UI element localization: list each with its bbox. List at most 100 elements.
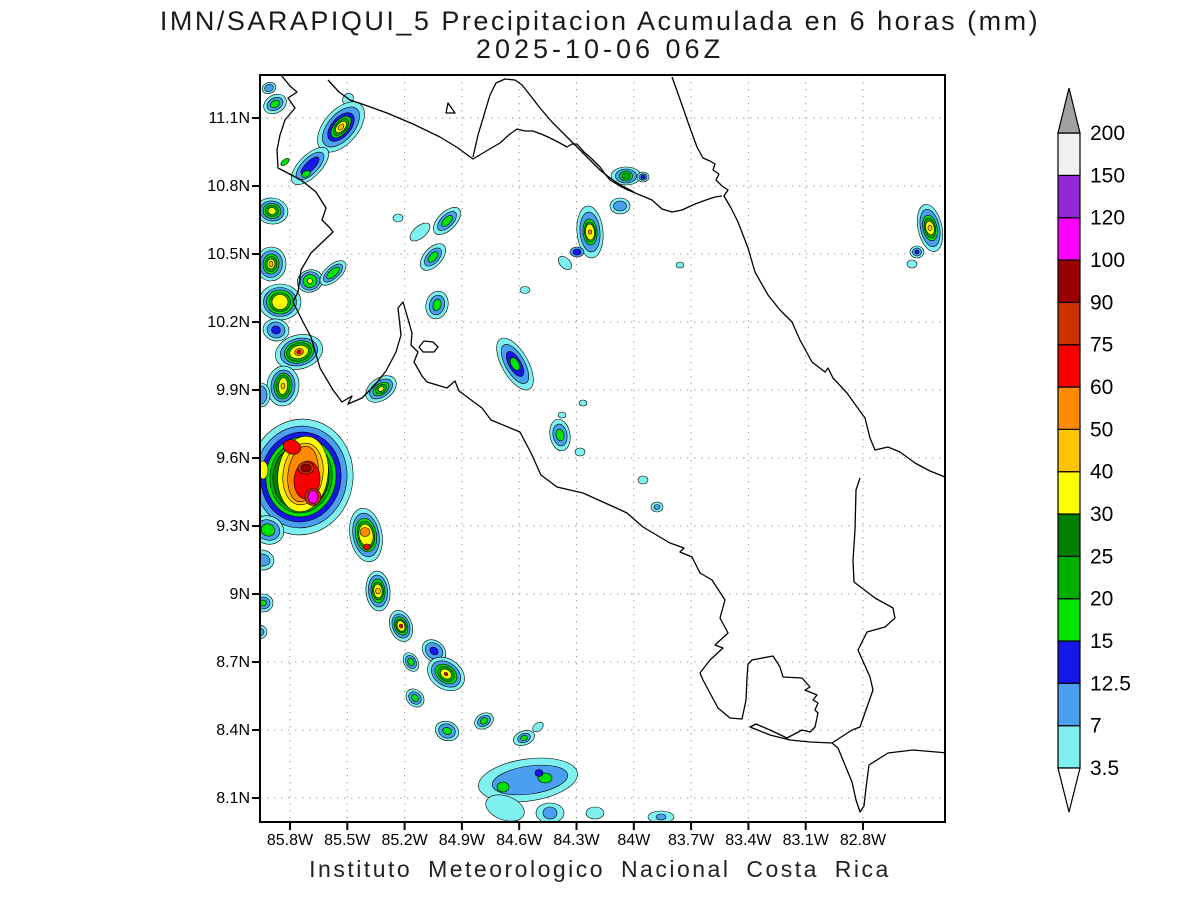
precip-contour — [407, 657, 415, 667]
precip-cell — [492, 764, 568, 796]
precip-cell — [359, 527, 371, 537]
colorbar: 3.5 7 12.5 15 20 25 30 40 50 60 75 90 100 120 150 200 — [1057, 87, 1131, 813]
precip-contour — [301, 170, 311, 178]
precip-contour — [479, 717, 489, 725]
colorbar-segment — [1057, 428, 1081, 473]
precip-contour — [653, 504, 661, 510]
precip-cell — [585, 806, 605, 820]
precip-cell — [405, 688, 425, 708]
precip-contour — [640, 174, 646, 180]
precip-cell — [636, 171, 650, 183]
precip-contour — [337, 123, 345, 131]
precip-contour — [300, 156, 320, 176]
precip-contour — [409, 222, 431, 242]
precip-contour — [377, 386, 385, 392]
precip-contour — [260, 460, 269, 480]
precip-contour — [532, 721, 544, 733]
precip-contour — [411, 694, 419, 702]
x-tick-label: 85.8W — [267, 832, 314, 849]
precip-cell — [301, 170, 311, 178]
precip-cell — [296, 269, 324, 293]
precip-cell — [409, 222, 431, 242]
precip-contour — [492, 764, 568, 796]
x-tick-label: 83.4W — [725, 832, 772, 849]
y-tick-label: 8.7N — [216, 654, 250, 671]
precip-cell — [304, 488, 322, 506]
precip-cell — [421, 639, 447, 663]
precip-cell — [485, 794, 525, 822]
precip-cell — [647, 810, 675, 822]
precip-cell — [513, 730, 535, 746]
precip-contour — [574, 447, 586, 457]
precip-cell — [402, 652, 420, 672]
y-tick-label: 9N — [230, 586, 250, 603]
precip-contour — [914, 249, 920, 255]
colorbar-segment — [1057, 344, 1081, 388]
precip-contour — [267, 207, 277, 215]
precip-contour — [496, 781, 510, 793]
precip-cell — [675, 261, 685, 269]
precip-cell — [576, 205, 604, 259]
precip-contour — [300, 463, 312, 473]
precip-contour — [260, 599, 267, 607]
x-tick-label: 84.6W — [496, 832, 543, 849]
coastlines — [276, 75, 945, 813]
graticule — [260, 75, 945, 822]
colorbar-arrow-bottom — [1057, 767, 1081, 813]
precip-cell — [260, 460, 269, 480]
precip-contour — [271, 325, 281, 335]
colorbar-segment — [1057, 640, 1081, 684]
precip-contour — [280, 157, 290, 167]
precip-contour — [621, 172, 631, 180]
precip-cell — [260, 549, 275, 571]
precip-contour — [271, 294, 289, 310]
precip-cell — [569, 246, 585, 258]
precip-cell — [534, 769, 544, 777]
precip-contour — [363, 543, 371, 551]
precip-contour — [307, 278, 313, 284]
precip-cell — [906, 259, 918, 269]
precip-cell — [650, 501, 664, 513]
colorbar-label: 150 — [1090, 164, 1125, 187]
precip-cell — [365, 375, 397, 403]
precip-contour — [587, 229, 593, 235]
precip-cell — [260, 197, 289, 225]
x-tick-label: 83.7W — [668, 832, 715, 849]
precip-cell — [261, 82, 277, 94]
y-tick-label: 9.9N — [216, 382, 250, 399]
precip-cell — [549, 418, 571, 452]
precip-cell — [916, 204, 944, 252]
x-tick-label: 82.8W — [840, 832, 887, 849]
precip-contour — [509, 357, 521, 371]
precip-contour — [519, 286, 531, 294]
colorbar-label: 12.5 — [1090, 672, 1131, 695]
colorbar-segment — [1057, 174, 1081, 219]
precip-cell — [297, 461, 315, 475]
colorbar-segment — [1057, 555, 1081, 600]
precip-cell — [427, 656, 465, 692]
colorbar-label: 75 — [1090, 334, 1113, 357]
coastline-caribbean-coast — [671, 76, 945, 478]
precip-contour — [485, 794, 525, 822]
colorbar-label: 25 — [1090, 545, 1113, 568]
precip-cell — [262, 318, 290, 342]
x-tick-label: 84.9W — [439, 832, 486, 849]
coastline-lake-nicaragua-shore — [472, 78, 635, 193]
plot-frame — [259, 74, 946, 823]
precip-contour — [296, 349, 302, 355]
colorbar-label: 100 — [1090, 249, 1125, 272]
coastline-island-north — [445, 102, 456, 114]
colorbar-segment — [1057, 386, 1081, 430]
x-tick-label: 85.5W — [324, 832, 371, 849]
precip-cell — [909, 245, 925, 259]
colorbar-segment — [1057, 682, 1081, 727]
precip-contour — [427, 251, 439, 263]
precip-contour — [578, 399, 588, 407]
precip-cell — [266, 365, 300, 407]
precip-cell — [557, 411, 567, 419]
coastline-island-chira — [418, 340, 439, 353]
precip-contour — [675, 261, 685, 269]
precip-cell — [474, 712, 494, 730]
precip-cell — [496, 781, 510, 793]
